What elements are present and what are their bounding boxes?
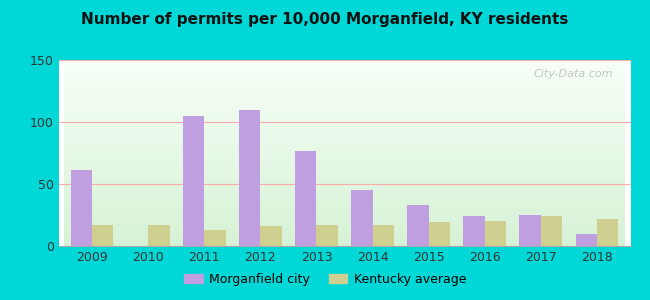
- Bar: [408, 205, 428, 246]
- Bar: [317, 225, 338, 246]
- Bar: [351, 190, 372, 246]
- Bar: [92, 225, 114, 246]
- Bar: [71, 170, 92, 246]
- Bar: [204, 230, 226, 246]
- Bar: [372, 225, 394, 246]
- Bar: [541, 216, 562, 246]
- Bar: [463, 216, 485, 246]
- Bar: [597, 219, 618, 246]
- Text: City-Data.com: City-Data.com: [534, 69, 614, 79]
- Bar: [519, 215, 541, 246]
- Bar: [575, 234, 597, 246]
- Bar: [148, 225, 170, 246]
- Bar: [485, 221, 506, 246]
- Bar: [295, 151, 317, 246]
- Text: Number of permits per 10,000 Morganfield, KY residents: Number of permits per 10,000 Morganfield…: [81, 12, 569, 27]
- Bar: [428, 222, 450, 246]
- Legend: Morganfield city, Kentucky average: Morganfield city, Kentucky average: [179, 268, 471, 291]
- Bar: [239, 110, 261, 246]
- Bar: [261, 226, 281, 246]
- Bar: [183, 116, 204, 246]
